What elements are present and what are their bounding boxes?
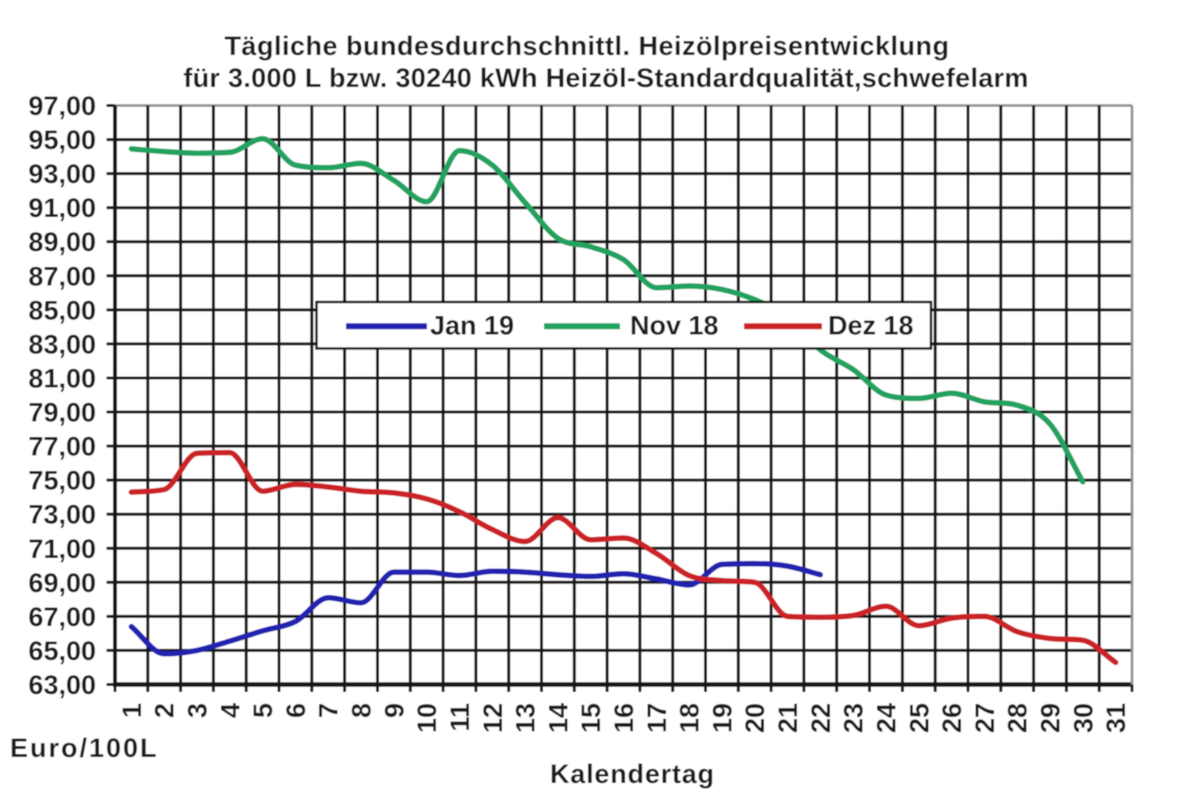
svg-text:22: 22: [806, 703, 836, 733]
svg-text:71,00: 71,00: [28, 534, 96, 564]
svg-text:11: 11: [445, 703, 475, 732]
svg-text:91,00: 91,00: [28, 193, 96, 223]
svg-text:2: 2: [150, 703, 180, 718]
svg-text:83,00: 83,00: [28, 329, 96, 359]
svg-text:5: 5: [248, 703, 278, 718]
svg-text:31: 31: [1101, 703, 1131, 733]
svg-text:19: 19: [707, 703, 737, 733]
svg-text:7: 7: [314, 703, 344, 718]
svg-text:63,00: 63,00: [28, 670, 96, 700]
svg-text:87,00: 87,00: [28, 261, 96, 291]
svg-text:14: 14: [543, 703, 573, 733]
svg-text:23: 23: [839, 703, 869, 733]
svg-text:15: 15: [576, 703, 606, 733]
svg-text:13: 13: [511, 703, 541, 733]
svg-text:21: 21: [773, 703, 803, 733]
svg-text:95,00: 95,00: [28, 125, 96, 155]
svg-text:Nov 18: Nov 18: [630, 311, 719, 341]
svg-text:Tägliche bundesdurchschnittl.: Tägliche bundesdurchschnittl. Heizölprei…: [224, 31, 949, 61]
svg-text:20: 20: [740, 703, 770, 733]
svg-text:1: 1: [117, 703, 147, 718]
svg-text:4: 4: [215, 703, 245, 718]
svg-text:89,00: 89,00: [28, 227, 96, 257]
svg-text:73,00: 73,00: [28, 500, 96, 530]
svg-text:3: 3: [183, 703, 213, 718]
svg-text:6: 6: [281, 703, 311, 718]
svg-text:8: 8: [347, 703, 377, 718]
svg-text:10: 10: [412, 703, 442, 733]
svg-text:27: 27: [970, 703, 1000, 733]
svg-text:75,00: 75,00: [28, 466, 96, 496]
svg-text:29: 29: [1036, 703, 1066, 733]
svg-text:für 3.000 L bzw. 30240 kWh Hei: für 3.000 L bzw. 30240 kWh Heizöl-Standa…: [183, 63, 1028, 93]
svg-text:26: 26: [937, 703, 967, 733]
svg-text:Kalendertag: Kalendertag: [550, 759, 715, 789]
svg-text:93,00: 93,00: [28, 159, 96, 189]
svg-text:97,00: 97,00: [28, 91, 96, 121]
svg-text:25: 25: [904, 703, 934, 733]
svg-text:Euro/100L: Euro/100L: [10, 733, 159, 763]
svg-text:9: 9: [379, 703, 409, 718]
svg-text:18: 18: [675, 703, 705, 733]
svg-text:Dez 18: Dez 18: [828, 311, 914, 341]
svg-text:69,00: 69,00: [28, 568, 96, 598]
svg-text:30: 30: [1068, 703, 1098, 733]
svg-text:79,00: 79,00: [28, 398, 96, 428]
svg-text:16: 16: [609, 703, 639, 733]
svg-text:85,00: 85,00: [28, 295, 96, 325]
svg-text:67,00: 67,00: [28, 602, 96, 632]
svg-text:12: 12: [478, 703, 508, 733]
svg-text:81,00: 81,00: [28, 364, 96, 394]
svg-text:Jan 19: Jan 19: [430, 311, 514, 341]
svg-text:28: 28: [1003, 703, 1033, 733]
svg-text:17: 17: [642, 703, 672, 733]
svg-text:24: 24: [872, 703, 902, 733]
svg-text:77,00: 77,00: [28, 432, 96, 462]
svg-text:65,00: 65,00: [28, 636, 96, 666]
